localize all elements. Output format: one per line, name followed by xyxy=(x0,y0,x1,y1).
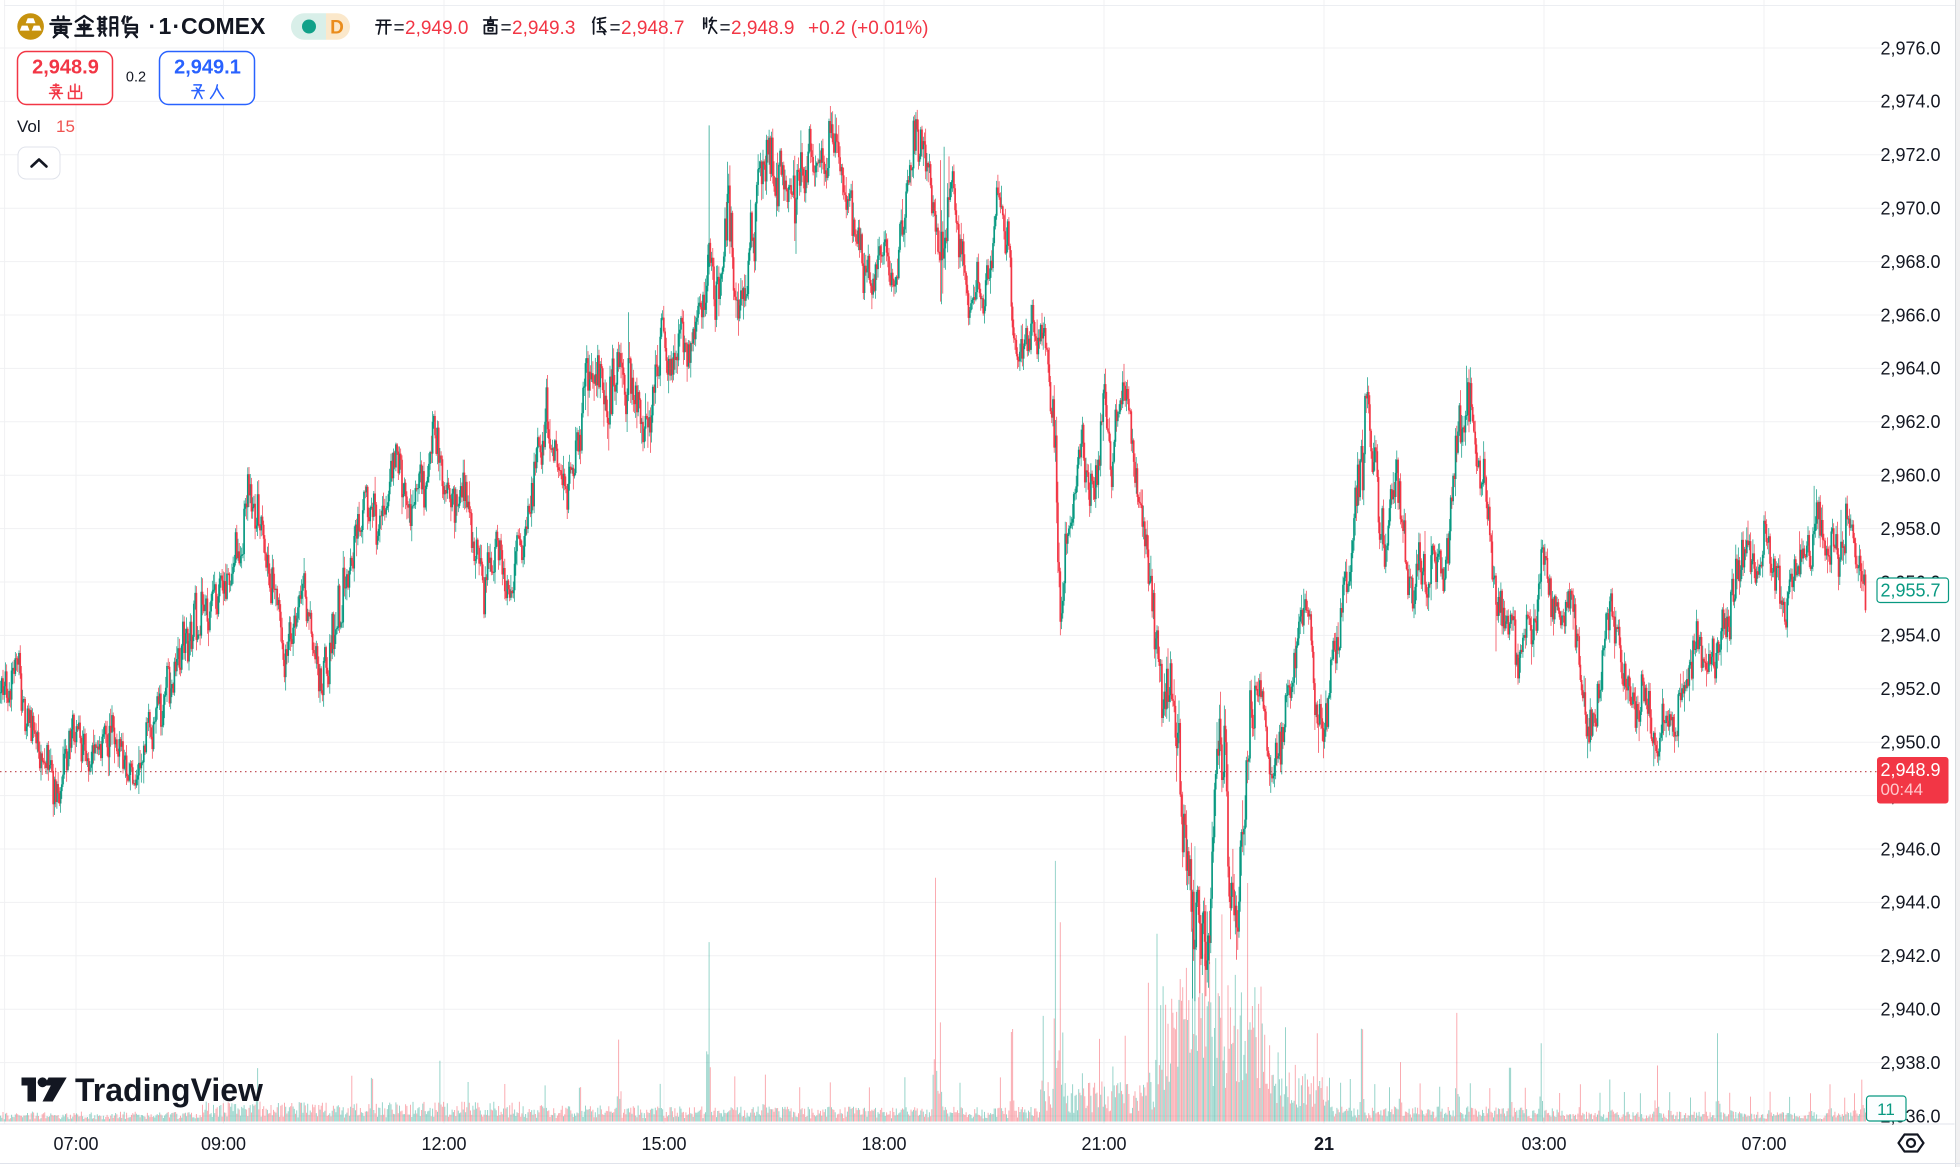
svg-text:2,948.7: 2,948.7 xyxy=(621,18,684,39)
svg-text:2,949.3: 2,949.3 xyxy=(512,18,575,39)
svg-text:2,960.0: 2,960.0 xyxy=(1881,466,1941,486)
svg-text:00:44: 00:44 xyxy=(1881,780,1924,799)
svg-text:D: D xyxy=(330,18,344,39)
svg-text:2,974.0: 2,974.0 xyxy=(1881,92,1941,112)
svg-text:2,962.0: 2,962.0 xyxy=(1881,412,1941,432)
svg-text:21: 21 xyxy=(1314,1134,1334,1154)
svg-text:2,964.0: 2,964.0 xyxy=(1881,359,1941,379)
svg-text:2,949.1: 2,949.1 xyxy=(174,57,241,79)
svg-text:2,948.9: 2,948.9 xyxy=(1881,760,1941,780)
svg-text:21:00: 21:00 xyxy=(1081,1134,1126,1154)
svg-text:·: · xyxy=(173,13,181,39)
svg-text:=: = xyxy=(501,18,512,39)
svg-text:15:00: 15:00 xyxy=(641,1134,686,1154)
svg-text:2,958.0: 2,958.0 xyxy=(1881,519,1941,539)
svg-text:2,946.0: 2,946.0 xyxy=(1881,839,1941,859)
svg-text:2,954.0: 2,954.0 xyxy=(1881,626,1941,646)
svg-text:12:00: 12:00 xyxy=(421,1134,466,1154)
svg-text:07:00: 07:00 xyxy=(53,1134,98,1154)
svg-text:2,944.0: 2,944.0 xyxy=(1881,893,1941,913)
svg-text:1: 1 xyxy=(159,13,172,39)
svg-text:2,966.0: 2,966.0 xyxy=(1881,305,1941,325)
svg-text:2,949.0: 2,949.0 xyxy=(405,18,468,39)
svg-text:Vol: Vol xyxy=(17,117,41,136)
svg-text:COMEX: COMEX xyxy=(181,13,266,39)
svg-text:·: · xyxy=(149,13,157,39)
svg-text:2,950.0: 2,950.0 xyxy=(1881,733,1941,753)
svg-text:2,976.0: 2,976.0 xyxy=(1881,38,1941,58)
svg-text:2,942.0: 2,942.0 xyxy=(1881,946,1941,966)
svg-text:2,955.7: 2,955.7 xyxy=(1881,581,1941,601)
svg-text:2,940.0: 2,940.0 xyxy=(1881,1000,1941,1020)
svg-text:2,970.0: 2,970.0 xyxy=(1881,199,1941,219)
svg-text:2,938.0: 2,938.0 xyxy=(1881,1053,1941,1073)
svg-text:15: 15 xyxy=(56,117,75,136)
svg-text:2,972.0: 2,972.0 xyxy=(1881,145,1941,165)
svg-text:TradingView: TradingView xyxy=(75,1072,263,1108)
svg-text:=: = xyxy=(610,18,621,39)
svg-text:03:00: 03:00 xyxy=(1521,1134,1566,1154)
svg-text:2,948.9: 2,948.9 xyxy=(32,57,99,79)
svg-text:2,952.0: 2,952.0 xyxy=(1881,679,1941,699)
svg-text:09:00: 09:00 xyxy=(201,1134,246,1154)
svg-text:07:00: 07:00 xyxy=(1741,1134,1786,1154)
svg-text:+0.2 (+0.01%): +0.2 (+0.01%) xyxy=(808,18,928,39)
svg-text:=: = xyxy=(720,18,731,39)
svg-text:2,948.9: 2,948.9 xyxy=(731,18,794,39)
svg-text:=: = xyxy=(394,18,405,39)
svg-text:2,968.0: 2,968.0 xyxy=(1881,252,1941,272)
svg-text:0.2: 0.2 xyxy=(126,70,146,86)
svg-text:18:00: 18:00 xyxy=(861,1134,906,1154)
svg-text:11: 11 xyxy=(1877,1100,1895,1119)
